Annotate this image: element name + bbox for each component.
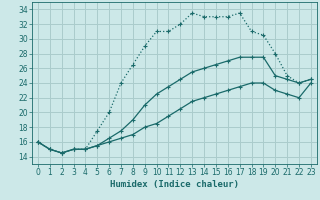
X-axis label: Humidex (Indice chaleur): Humidex (Indice chaleur) (110, 180, 239, 189)
